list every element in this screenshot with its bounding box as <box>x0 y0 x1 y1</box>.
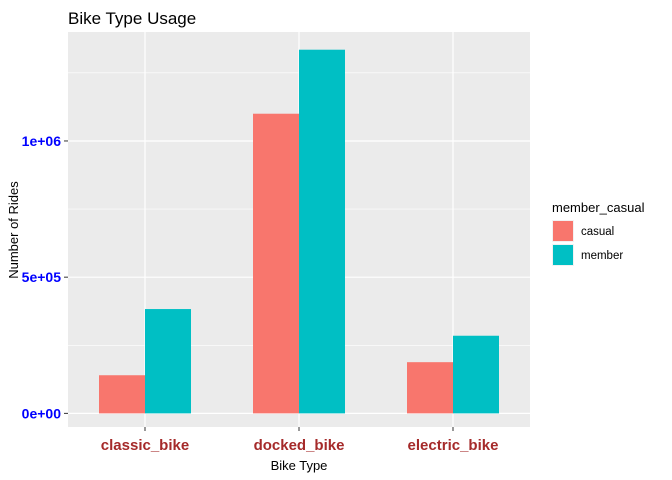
x-axis: classic_bike docked_bike electric_bike <box>101 427 499 454</box>
legend: member_casual casual member <box>552 200 645 266</box>
bar-casual-electric_bike <box>407 362 453 414</box>
x-tick-label: electric_bike <box>408 437 499 454</box>
bar-member-classic_bike <box>145 309 191 414</box>
y-tick-label: 0e+00 <box>22 405 62 421</box>
legend-title: member_casual <box>552 200 645 215</box>
bar-casual-classic_bike <box>99 375 145 414</box>
x-axis-label: Bike Type <box>271 458 328 473</box>
bar-member-docked_bike <box>299 49 345 414</box>
chart-title: Bike Type Usage <box>68 9 196 28</box>
legend-label-member: member <box>581 250 623 262</box>
bars <box>99 49 499 414</box>
legend-label-casual: casual <box>581 226 614 238</box>
bar-casual-docked_bike <box>253 113 299 414</box>
legend-swatch-casual <box>553 221 573 241</box>
x-tick-label: classic_bike <box>101 437 189 454</box>
y-tick-label: 1e+06 <box>22 133 62 149</box>
y-axis-label: Number of Rides <box>6 181 21 279</box>
y-axis: 0e+00 5e+05 1e+06 <box>22 133 68 421</box>
x-tick-label: docked_bike <box>254 437 345 454</box>
legend-swatch-member <box>553 245 573 265</box>
bar-member-electric_bike <box>453 335 499 414</box>
y-tick-label: 5e+05 <box>22 269 62 285</box>
